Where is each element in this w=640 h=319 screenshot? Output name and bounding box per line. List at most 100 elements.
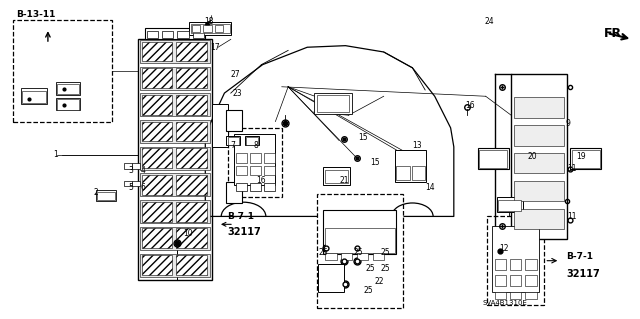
Text: 11: 11 — [567, 165, 577, 174]
Text: 32117: 32117 — [566, 269, 600, 279]
Text: 13: 13 — [412, 141, 422, 150]
Bar — [250, 153, 261, 163]
Bar — [176, 41, 207, 61]
Bar — [325, 228, 394, 253]
Bar — [394, 150, 426, 182]
Bar — [58, 100, 79, 109]
Text: 2: 2 — [94, 188, 99, 197]
Bar — [140, 227, 210, 250]
Bar — [162, 31, 173, 38]
Bar — [22, 91, 46, 103]
Bar — [245, 136, 259, 145]
Bar — [141, 148, 173, 168]
Text: 22: 22 — [374, 277, 383, 286]
Bar — [510, 259, 522, 270]
Bar — [487, 216, 544, 305]
Bar — [56, 98, 81, 110]
Bar — [357, 253, 369, 260]
Text: 6: 6 — [140, 183, 145, 192]
Text: 19: 19 — [576, 152, 586, 161]
Bar — [511, 74, 567, 239]
Text: 17: 17 — [211, 43, 220, 52]
Bar — [212, 104, 228, 147]
Text: 25: 25 — [364, 286, 373, 295]
Bar — [215, 26, 223, 33]
Bar — [13, 20, 111, 122]
Bar — [204, 26, 212, 33]
Bar — [264, 166, 275, 175]
Bar — [56, 82, 81, 95]
Text: 26: 26 — [319, 248, 328, 257]
Bar — [246, 137, 257, 145]
Text: 20: 20 — [527, 152, 537, 161]
Text: 21: 21 — [339, 175, 349, 185]
Bar — [515, 125, 564, 145]
Text: FR.: FR. — [604, 26, 627, 40]
Bar — [234, 134, 275, 185]
Bar — [495, 275, 506, 286]
Bar — [140, 254, 210, 277]
Bar — [525, 275, 537, 286]
Bar — [515, 153, 564, 174]
Bar — [499, 200, 522, 211]
Bar — [495, 292, 506, 299]
Bar — [228, 137, 239, 145]
Bar — [478, 148, 509, 169]
Bar — [97, 192, 115, 200]
Bar — [236, 153, 247, 163]
Bar — [147, 31, 158, 38]
Text: 11: 11 — [567, 212, 577, 221]
Bar — [317, 95, 349, 112]
Bar — [323, 167, 350, 185]
Bar — [124, 163, 132, 169]
Bar — [515, 209, 564, 229]
Bar — [525, 259, 537, 270]
Bar — [176, 175, 207, 195]
Bar — [140, 147, 210, 170]
Text: 23: 23 — [233, 89, 243, 98]
Text: 16: 16 — [256, 175, 266, 185]
Bar — [124, 181, 132, 186]
Bar — [191, 24, 230, 33]
Bar — [264, 153, 275, 163]
Bar — [226, 110, 242, 131]
Text: 25: 25 — [366, 264, 376, 273]
Bar — [141, 95, 173, 115]
Text: 10: 10 — [183, 229, 193, 238]
Bar — [140, 40, 210, 63]
Text: 1: 1 — [54, 150, 58, 159]
Bar — [250, 166, 261, 175]
Bar — [570, 148, 601, 169]
Bar — [325, 253, 337, 260]
Bar — [236, 166, 247, 175]
Bar — [141, 41, 173, 61]
Text: 5: 5 — [129, 183, 134, 192]
Bar — [515, 181, 564, 201]
Text: 15: 15 — [358, 133, 368, 142]
Bar — [497, 197, 524, 212]
Bar — [396, 166, 410, 180]
Text: 32117: 32117 — [228, 227, 261, 237]
Bar — [141, 228, 173, 248]
Bar — [317, 194, 403, 308]
Bar — [141, 255, 173, 275]
Bar — [510, 275, 522, 286]
Text: 16: 16 — [465, 101, 475, 110]
Bar — [373, 253, 385, 260]
Bar — [96, 190, 116, 201]
Text: 3: 3 — [129, 166, 134, 175]
Bar — [515, 97, 564, 118]
Bar — [176, 228, 207, 248]
Text: 12: 12 — [500, 243, 509, 253]
Bar — [228, 128, 282, 197]
Bar — [58, 84, 79, 94]
Bar — [325, 170, 348, 183]
Text: 7: 7 — [231, 141, 236, 150]
Bar — [236, 183, 247, 191]
Text: 18: 18 — [204, 18, 214, 26]
Bar — [341, 253, 353, 260]
Bar — [525, 292, 537, 299]
Bar — [176, 202, 207, 221]
Bar — [140, 200, 210, 223]
Text: 25: 25 — [354, 248, 364, 257]
